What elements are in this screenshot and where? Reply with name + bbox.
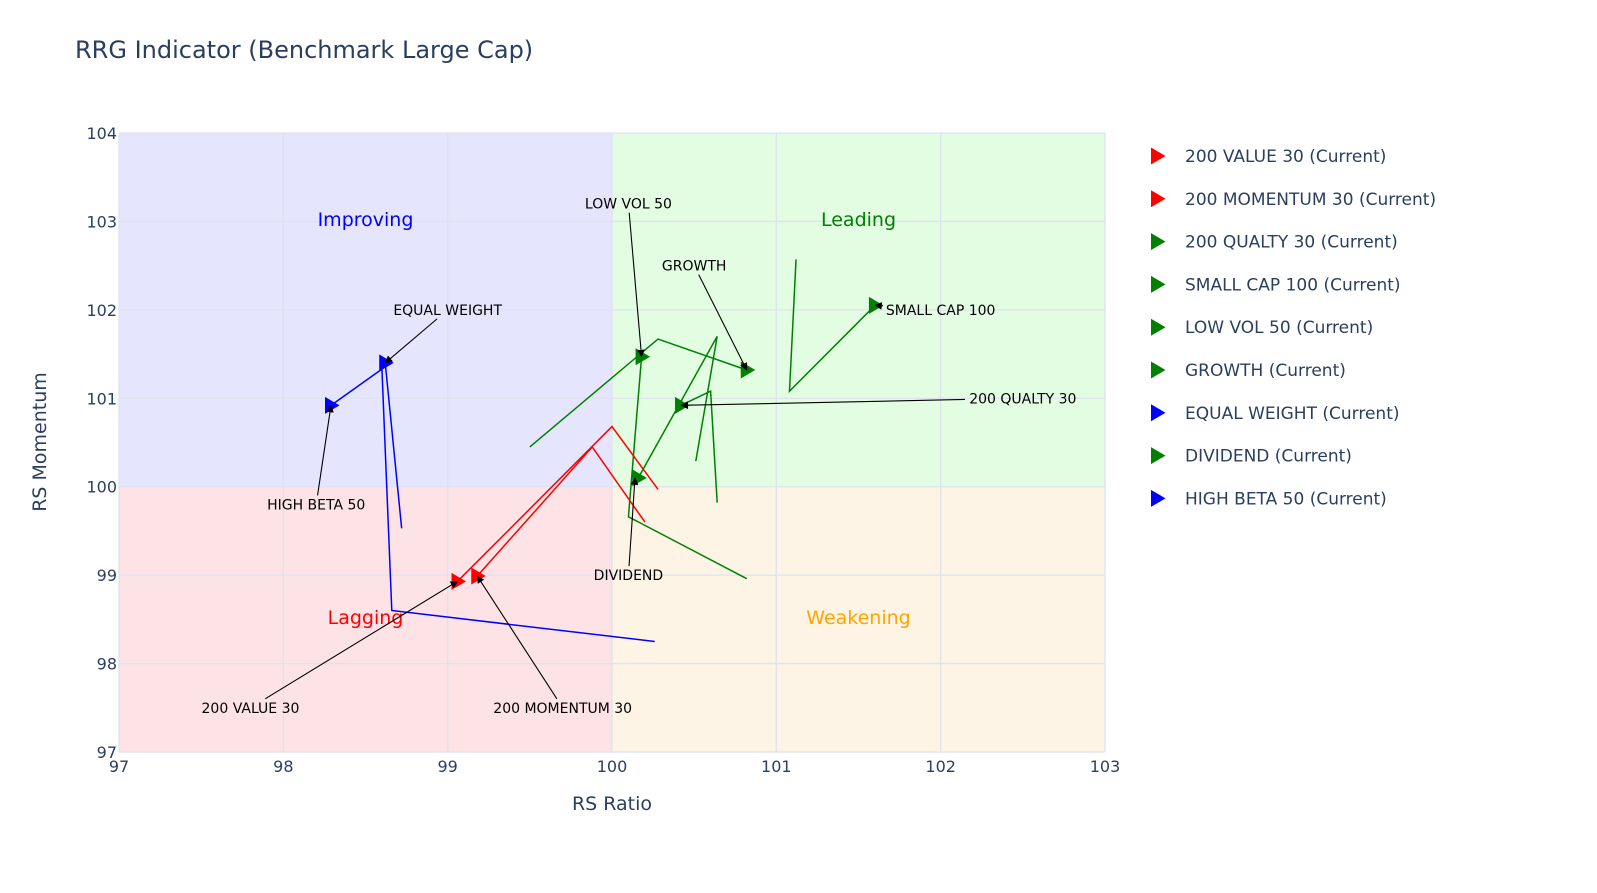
- quadrant-label-improving: Improving: [318, 209, 414, 231]
- annotation-label: SMALL CAP 100: [886, 303, 996, 319]
- annotation-label: 200 MOMENTUM 30: [493, 701, 632, 717]
- legend-label: DIVIDEND (Current): [1185, 447, 1352, 467]
- annotation-label: LOW VOL 50: [585, 197, 672, 213]
- x-tick-label: 97: [109, 757, 129, 776]
- series-line: [476, 445, 646, 577]
- x-tick-label: 98: [273, 757, 293, 776]
- annotation-dividend: DIVIDEND: [594, 477, 664, 584]
- series-line: [788, 259, 876, 394]
- legend-marker-icon: [1151, 404, 1166, 422]
- legend-item-low-vol-50: LOW VOL 50 (Current): [1151, 318, 1373, 338]
- legend-label: 200 QUALTY 30 (Current): [1185, 233, 1398, 253]
- x-tick-label: 102: [925, 757, 956, 776]
- quadrant-labels: Improving Leading Lagging Weakening: [318, 209, 911, 629]
- y-tick-label: 102: [86, 301, 117, 320]
- legend-marker-icon: [1151, 447, 1166, 465]
- annotation-low-vol-50: LOW VOL 50: [585, 197, 672, 358]
- annotation-arrow: [680, 398, 965, 410]
- annotation-label: 200 VALUE 30: [202, 701, 300, 717]
- quadrant-weakening: [612, 486, 1105, 752]
- quadrant-label-leading: Leading: [821, 209, 896, 231]
- legend-item-equal-weight: EQUAL WEIGHT (Current): [1151, 404, 1400, 424]
- annotation-200-value-30: 200 VALUE 30: [202, 580, 459, 717]
- legend-label: LOW VOL 50 (Current): [1185, 318, 1373, 338]
- legend-item-growth: GROWTH (Current): [1151, 361, 1346, 381]
- legend-marker-icon: [1151, 233, 1166, 251]
- annotation-equal-weight: EQUAL WEIGHT: [384, 303, 502, 364]
- series-line: [384, 362, 403, 529]
- annotation-arrow: [384, 318, 438, 364]
- legend-marker-icon: [1151, 275, 1166, 293]
- legend-item-dividend: DIVIDEND (Current): [1151, 447, 1352, 467]
- annotation-arrow: [264, 580, 459, 700]
- legend-item-small-cap-100: SMALL CAP 100 (Current): [1151, 275, 1401, 295]
- y-tick-label: 98: [97, 655, 117, 674]
- y-tick-label: 101: [86, 389, 117, 408]
- legend-item-200-momentum-30: 200 MOMENTUM 30 (Current): [1151, 190, 1436, 210]
- legend-item-200-qualty-30: 200 QUALTY 30 (Current): [1151, 233, 1398, 253]
- legend-label: 200 VALUE 30 (Current): [1185, 147, 1386, 167]
- y-tick-label: 97: [97, 743, 117, 762]
- series-line: [456, 425, 659, 582]
- annotation-label: GROWTH: [662, 259, 727, 275]
- annotation-label: EQUAL WEIGHT: [393, 303, 502, 319]
- x-tick-label: 103: [1090, 757, 1121, 776]
- annotation-growth: GROWTH: [662, 259, 748, 371]
- x-tick-label: 100: [597, 757, 628, 776]
- grid-lines: [118, 132, 1106, 753]
- annotation-arrow: [317, 404, 334, 496]
- annotation-label: 200 QUALTY 30: [969, 391, 1076, 407]
- annotation-arrow: [628, 477, 639, 567]
- legend-label: GROWTH (Current): [1185, 361, 1346, 381]
- legend-item-200-value-30: 200 VALUE 30 (Current): [1151, 147, 1386, 167]
- annotation-arrow: [628, 212, 645, 358]
- annotation-label: HIGH BETA 50: [267, 497, 365, 513]
- annotation-200-momentum-30: 200 MOMENTUM 30: [476, 575, 632, 717]
- quadrant-label-weakening: Weakening: [806, 607, 910, 629]
- legend-label: SMALL CAP 100 (Current): [1185, 275, 1401, 295]
- x-tick-label: 99: [437, 757, 457, 776]
- legend: 200 VALUE 30 (Current) 200 MOMENTUM 30 (C…: [1151, 147, 1436, 509]
- legend-label: EQUAL WEIGHT (Current): [1185, 404, 1400, 424]
- chart-title: RRG Indicator (Benchmark Large Cap): [75, 36, 533, 64]
- y-tick-label: 104: [86, 124, 117, 143]
- x-tick-label: 101: [761, 757, 792, 776]
- quadrant-lagging: [119, 486, 612, 752]
- legend-marker-icon: [1151, 318, 1166, 336]
- annotation-arrow: [476, 575, 558, 700]
- legend-item-high-beta-50: HIGH BETA 50 (Current): [1151, 489, 1387, 509]
- annotation-layer: LOW VOL 50 GROWTH EQUAL WEIGHT SMALL CAP 10…: [202, 197, 1077, 717]
- y-axis-title: RS Momentum: [29, 372, 51, 512]
- quadrant-label-lagging: Lagging: [328, 607, 404, 629]
- series-line: [627, 356, 748, 580]
- y-tick-label: 99: [97, 566, 117, 585]
- legend-label: 200 MOMENTUM 30 (Current): [1185, 190, 1436, 210]
- x-axis-title: RS Ratio: [572, 793, 652, 815]
- x-axis-ticks: 97 98 99 100 101 102 103: [109, 757, 1120, 776]
- annotation-small-cap-100: SMALL CAP 100: [874, 302, 996, 319]
- annotation-label: DIVIDEND: [594, 568, 664, 584]
- y-tick-label: 103: [86, 212, 117, 231]
- legend-marker-icon: [1151, 361, 1166, 379]
- series-line: [680, 390, 718, 503]
- annotation-arrow: [698, 274, 748, 371]
- y-axis-ticks: 97 98 99 100 101 102 103 104: [86, 124, 117, 762]
- legend-label: HIGH BETA 50 (Current): [1185, 489, 1387, 509]
- series-line: [637, 336, 718, 479]
- legend-marker-icon: [1151, 147, 1166, 165]
- legend-marker-icon: [1151, 489, 1166, 507]
- y-tick-label: 100: [86, 478, 117, 497]
- annotation-high-beta-50: HIGH BETA 50: [267, 404, 365, 513]
- annotation-arrow: [874, 302, 883, 310]
- legend-marker-icon: [1151, 190, 1166, 208]
- series-line: [529, 338, 748, 448]
- annotation-200-qualty-30: 200 QUALTY 30: [680, 391, 1076, 410]
- series-line: [330, 367, 655, 643]
